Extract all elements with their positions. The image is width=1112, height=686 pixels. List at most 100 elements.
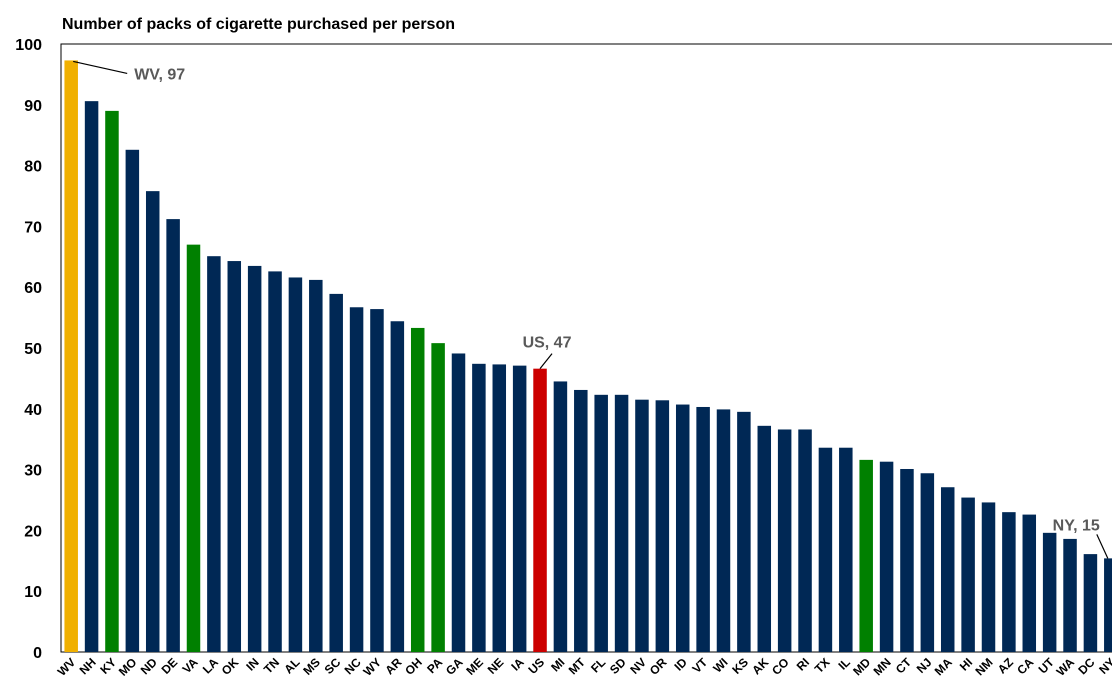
x-tick-label: GA	[443, 655, 466, 678]
bar-nd	[145, 191, 160, 653]
x-tick-label: NC	[342, 655, 364, 677]
x-tick-label: SC	[322, 655, 344, 677]
y-axis-ticks: 0 10 20 30 40 50 60 70 80 90 100	[15, 37, 42, 662]
bar-ri	[798, 429, 812, 652]
annotation-leader-line	[539, 353, 553, 370]
x-tick-label: CO	[769, 655, 792, 678]
annotation-label: WV, 97	[134, 66, 185, 83]
y-tick-label: 80	[24, 159, 42, 176]
y-tick-label: 0	[33, 645, 42, 662]
x-tick-label: CT	[893, 655, 915, 677]
bar-al	[288, 277, 303, 652]
bar-ct	[900, 468, 914, 652]
y-tick-label: 20	[24, 523, 42, 540]
x-tick-label: RI	[794, 655, 812, 673]
bar-ne	[492, 364, 507, 652]
bar-ny	[1104, 558, 1112, 652]
bar-tn	[268, 271, 282, 652]
x-tick-label: IN	[243, 655, 261, 673]
x-tick-label: AK	[749, 655, 771, 677]
bar-nh	[84, 101, 99, 653]
x-tick-label: MT	[566, 655, 589, 678]
bar-mi	[553, 381, 568, 652]
x-tick-label: WI	[710, 655, 730, 675]
plot-area-frame	[60, 43, 1112, 653]
bar-sc	[329, 293, 343, 652]
bar-la	[207, 256, 221, 652]
bar-nj	[920, 473, 935, 652]
bar-co	[777, 429, 792, 652]
bar-ks	[737, 411, 751, 652]
x-tick-label: DC	[1075, 655, 1097, 677]
bar-mn	[879, 461, 894, 652]
bar-nc	[349, 307, 364, 652]
x-tick-label: HI	[957, 655, 975, 673]
annotations: WV, 97 US, 47 NY, 15	[73, 60, 1109, 559]
x-tick-label: NJ	[914, 655, 935, 676]
bar-us	[533, 368, 547, 652]
bar-hi	[961, 497, 975, 652]
x-tick-label: PA	[424, 655, 445, 676]
x-tick-label: LA	[200, 655, 221, 676]
y-tick-label: 40	[24, 402, 42, 419]
bar-fl	[594, 394, 608, 652]
bar-id	[675, 404, 690, 652]
bar-mo	[125, 149, 140, 653]
y-tick-label: 70	[24, 219, 42, 236]
y-tick-label: 60	[24, 280, 42, 297]
x-tick-label: MI	[548, 655, 567, 674]
bar-wi	[716, 409, 731, 652]
bar-nm	[981, 502, 996, 652]
x-tick-label: NE	[485, 655, 507, 677]
bar-pa	[431, 343, 445, 652]
bar-ok	[227, 261, 242, 652]
x-tick-label: TN	[261, 655, 282, 676]
x-tick-label: VA	[180, 655, 201, 676]
y-tick-label: 50	[24, 341, 42, 358]
x-tick-label: IA	[508, 655, 527, 674]
x-tick-label: MS	[300, 655, 323, 678]
bar-ia	[512, 365, 527, 652]
annotation-leader-line	[73, 60, 128, 75]
x-tick-label: OR	[647, 655, 670, 678]
y-tick-label: 30	[24, 463, 42, 480]
x-tick-label: AR	[382, 655, 404, 677]
annotation-label: NY, 15	[1053, 517, 1100, 534]
bar-sd	[614, 394, 629, 652]
bar-wv	[64, 60, 78, 652]
bar-wy	[370, 309, 384, 652]
bar-nv	[635, 399, 649, 652]
bar-tx	[818, 447, 833, 652]
x-tick-label: NY	[1096, 655, 1112, 677]
x-tick-label: KS	[729, 655, 751, 677]
bar-wa	[1063, 538, 1077, 652]
x-tick-label: FL	[588, 655, 608, 675]
bar-ut	[1042, 532, 1057, 652]
x-tick-label: NV	[627, 655, 649, 677]
bar-md	[859, 459, 873, 652]
bar-az	[1002, 512, 1016, 652]
x-tick-label: WY	[361, 655, 385, 679]
x-tick-label: ND	[138, 655, 160, 677]
x-tick-label: ME	[463, 655, 486, 678]
x-tick-label: VT	[689, 655, 710, 676]
bar-ga	[451, 353, 466, 652]
x-tick-label: IL	[835, 655, 852, 672]
x-tick-label: WA	[1054, 655, 1078, 679]
bar-ca	[1022, 514, 1037, 652]
bar-va	[186, 244, 201, 652]
bar-me	[472, 363, 486, 652]
x-tick-label: ID	[671, 655, 690, 674]
x-tick-label: WV	[55, 655, 79, 679]
x-tick-label: CA	[1014, 655, 1036, 677]
y-tick-label: 10	[24, 584, 42, 601]
x-tick-label: AL	[281, 655, 302, 676]
x-tick-label: DE	[159, 655, 181, 677]
x-tick-label: AZ	[995, 655, 1016, 676]
bar-in	[247, 265, 262, 652]
bar-il	[839, 447, 853, 652]
bar-ar	[390, 321, 405, 652]
x-tick-label: SD	[607, 655, 629, 677]
